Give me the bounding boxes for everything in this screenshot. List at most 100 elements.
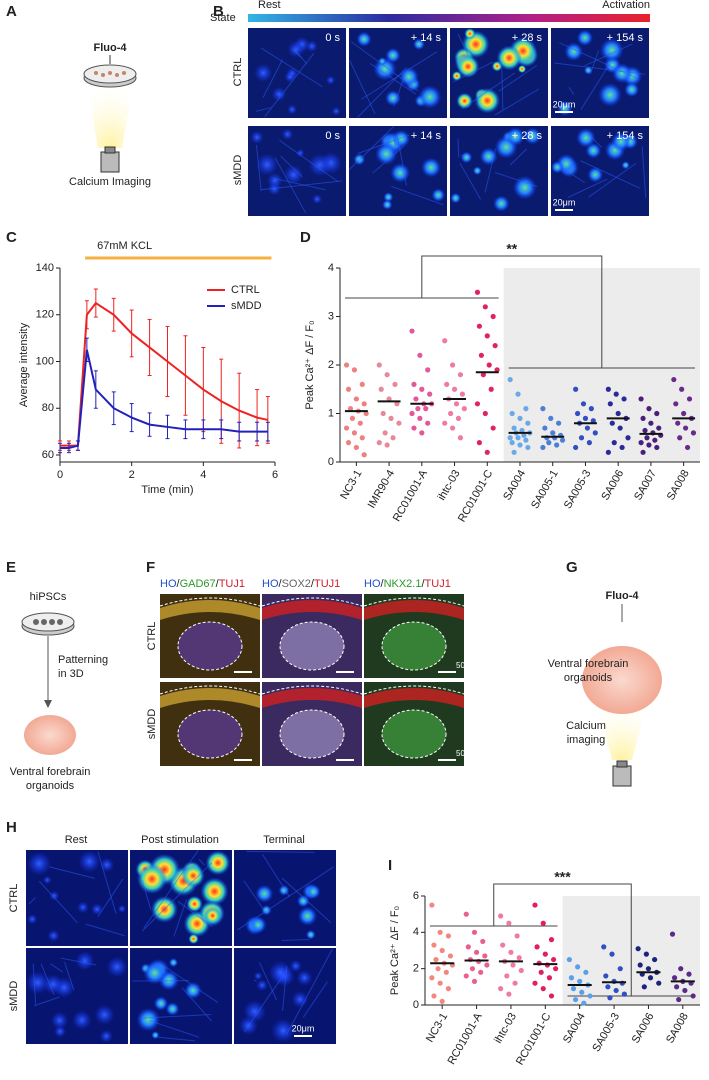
x-tick-label: RC01001-A	[391, 467, 430, 523]
x-tick-label: RC01001-C	[514, 1011, 553, 1067]
neurite	[459, 162, 482, 200]
dot	[540, 444, 546, 451]
dot	[548, 415, 554, 421]
dot	[540, 406, 546, 412]
tissue-edge	[364, 688, 464, 708]
x-tick-label: 4	[200, 469, 206, 481]
dot	[484, 333, 490, 339]
cell	[151, 1031, 160, 1040]
rosette-outline	[279, 709, 345, 759]
organoid	[582, 646, 662, 714]
surface-outline	[159, 685, 261, 695]
dot	[394, 401, 400, 407]
cell	[611, 131, 631, 152]
dot	[474, 401, 481, 407]
dot	[351, 367, 357, 373]
dot	[613, 987, 619, 994]
dot	[584, 425, 591, 431]
stain-label: HO/NKX2.1/TUJ1	[364, 578, 451, 590]
neurite	[60, 957, 97, 966]
dot	[621, 991, 627, 997]
dot	[445, 933, 451, 939]
dot	[601, 944, 607, 950]
dot	[684, 444, 691, 451]
cell	[460, 151, 473, 164]
dot	[605, 386, 611, 392]
cell	[390, 162, 411, 183]
neurite	[587, 133, 603, 148]
neurite	[274, 157, 307, 214]
dot	[465, 944, 471, 950]
cell	[271, 86, 287, 102]
neurite	[357, 134, 410, 154]
column-label: Terminal	[263, 834, 305, 846]
x-tick-label: SA008	[664, 1011, 691, 1046]
surface-outline	[261, 597, 363, 607]
dot	[494, 367, 500, 373]
dot	[517, 415, 523, 421]
dot	[425, 420, 431, 426]
dot	[609, 420, 615, 426]
result: Ventral forebrain	[10, 766, 91, 778]
cell	[250, 130, 264, 144]
cell	[47, 929, 60, 942]
dot	[677, 435, 683, 441]
cell	[479, 147, 498, 166]
dot	[690, 430, 697, 436]
dot	[573, 386, 579, 392]
x-tick-label: SA006	[599, 468, 626, 503]
stain-label: HO/GAD67/TUJ1	[160, 578, 245, 590]
cell	[512, 175, 537, 200]
dot	[442, 420, 448, 426]
dot	[521, 432, 527, 438]
dot	[417, 415, 423, 421]
dot	[512, 980, 518, 986]
dot	[411, 381, 417, 387]
neurite	[457, 33, 469, 56]
rosette-outline	[381, 709, 447, 759]
dot	[532, 902, 538, 908]
rosette-outline	[279, 621, 345, 671]
dot	[578, 435, 585, 441]
time-label: + 28 s	[512, 130, 543, 142]
neurite	[177, 901, 213, 928]
dot	[455, 415, 462, 421]
neurite	[141, 862, 212, 932]
cell	[331, 106, 341, 116]
dot	[509, 440, 515, 446]
neurite	[568, 86, 575, 95]
cell	[256, 979, 268, 992]
neurite	[255, 107, 272, 112]
dot	[647, 975, 654, 981]
rosette	[382, 710, 446, 758]
cell	[254, 63, 273, 83]
dot	[669, 931, 676, 937]
cell	[375, 142, 398, 166]
dot	[640, 415, 646, 421]
y-tick-label: 0	[413, 999, 419, 1011]
dot	[510, 962, 516, 968]
dot	[343, 362, 350, 368]
dot	[480, 372, 486, 378]
dot	[437, 929, 443, 935]
dot	[507, 376, 513, 383]
cell	[385, 47, 401, 63]
dot	[392, 381, 398, 387]
neurite	[281, 938, 309, 942]
dot	[507, 435, 513, 441]
cell	[43, 875, 52, 885]
cell	[493, 195, 510, 212]
neurite	[280, 155, 303, 178]
surface-outline	[363, 685, 465, 695]
dot	[442, 338, 448, 344]
x-tick-label: SA005-3	[590, 1011, 622, 1054]
dot	[525, 444, 531, 451]
cell	[283, 164, 304, 185]
cell	[205, 850, 231, 876]
dot	[511, 449, 517, 455]
y-axis-title: Average intensity	[18, 322, 30, 407]
dot	[469, 966, 476, 972]
dot	[592, 430, 598, 436]
dot	[652, 956, 658, 963]
caption: Calcium Imaging	[69, 176, 151, 188]
